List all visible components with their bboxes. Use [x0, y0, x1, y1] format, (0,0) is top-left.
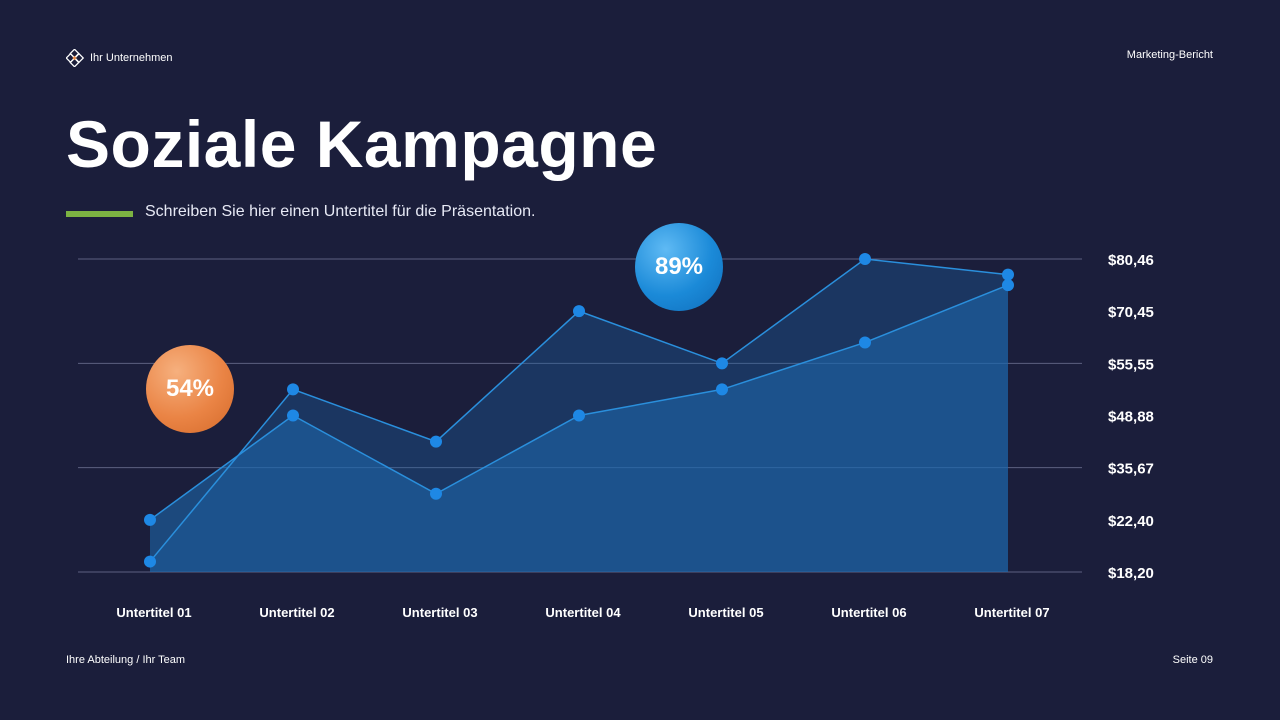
- x-axis-labels: Untertitel 01 Untertitel 02 Untertitel 03 U…: [116, 605, 1049, 620]
- y-tick-label: $22,40: [1108, 513, 1154, 530]
- title-accent-line: [66, 211, 133, 217]
- y-axis-labels: $80,46 $70,45 $55,55 $48,88 $35,67 $22,40 $18,…: [1108, 252, 1154, 582]
- x-tick-label: Untertitel 05: [688, 605, 763, 620]
- page-subtitle: Schreiben Sie hier einen Untertitel für …: [145, 203, 536, 220]
- point-series-2-3: [430, 435, 442, 448]
- point-series-2-5: [716, 357, 728, 370]
- point-series-2-6: [859, 253, 871, 265]
- x-tick-label: Untertitel 01: [116, 605, 191, 620]
- point-series-2-2: [287, 383, 299, 396]
- y-tick-label: $55,55: [1108, 356, 1154, 373]
- x-tick-label: Untertitel 02: [259, 605, 334, 620]
- point-series-1-5: [716, 383, 728, 396]
- y-tick-label: $35,67: [1108, 461, 1154, 478]
- chart-points: [144, 253, 1014, 568]
- y-tick-label: $18,20: [1108, 565, 1154, 582]
- point-series-2-1: [144, 555, 156, 568]
- x-tick-label: Untertitel 04: [545, 605, 621, 620]
- point-series-1-1: [144, 513, 156, 526]
- point-series-2-4: [573, 305, 585, 318]
- area-series-1: [150, 285, 1008, 572]
- company-name: Ihr Unternehmen: [90, 52, 173, 64]
- point-series-1-3: [430, 487, 442, 500]
- y-tick-label: $70,45: [1108, 304, 1154, 321]
- footer-team: Ihre Abteilung / Ihr Team: [66, 654, 186, 666]
- point-series-1-6: [859, 336, 871, 349]
- annotation-bubble-blue: 89%: [635, 223, 723, 311]
- point-series-2-7: [1002, 268, 1014, 281]
- x-tick-label: Untertitel 06: [831, 605, 906, 620]
- point-series-1-7: [1002, 279, 1014, 292]
- x-tick-label: Untertitel 07: [974, 605, 1049, 620]
- page-number: Seite 09: [1172, 654, 1213, 666]
- diamond-logo-icon: [66, 49, 84, 67]
- page-title: Soziale Kampagne: [66, 107, 658, 181]
- annotation-bubble-orange: 54%: [146, 345, 234, 433]
- point-series-1-2: [287, 409, 299, 422]
- x-tick-label: Untertitel 03: [402, 605, 477, 620]
- y-tick-label: $48,88: [1108, 409, 1154, 426]
- report-label: Marketing-Bericht: [1126, 49, 1213, 61]
- point-series-1-4: [573, 409, 585, 422]
- company-logo: Ihr Unternehmen: [66, 49, 173, 67]
- y-tick-label: $80,46: [1108, 252, 1154, 269]
